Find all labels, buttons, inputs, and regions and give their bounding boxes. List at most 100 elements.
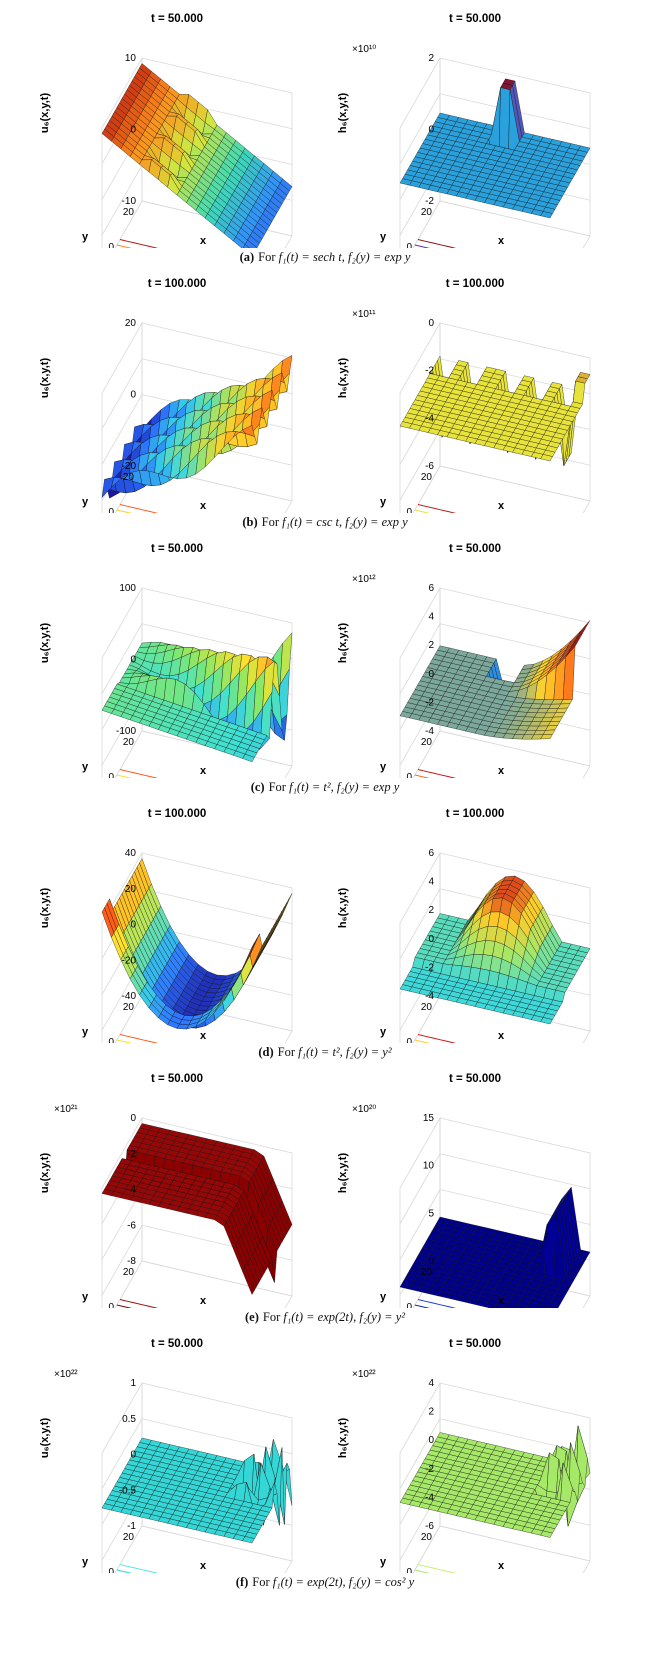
y-axis-label: y <box>82 1026 89 1038</box>
y-axis-ticks: 200-20 <box>406 207 432 248</box>
y-tick-label: 0 <box>406 242 412 248</box>
y-axis-ticks: 200-20 <box>108 1267 135 1308</box>
caption-math: f₁(t) = t², f₂(y) = exp y <box>289 780 400 794</box>
contour-lines <box>414 504 457 513</box>
z-tick-label: -20 <box>122 955 137 966</box>
z-tick-label: -4 <box>425 991 434 1002</box>
z-axis-ticks: 10 0 -10 <box>122 53 137 207</box>
z-tick-label: 1 <box>130 1378 136 1389</box>
y-tick-label: 20 <box>123 1002 135 1013</box>
y-tick-label: 20 <box>421 737 433 748</box>
subplot-h6: t = 50.000 ×10²² 4 2 0 -2 -4 -6 h₆(x,y,t) 20 0 -2 0 y… <box>337 1338 591 1573</box>
z-tick-label: -2 <box>425 366 434 377</box>
z-tick-label: 0 <box>428 125 434 136</box>
z-tick-label: 2 <box>428 53 434 64</box>
plot-title: t = 50.000 <box>449 1338 501 1350</box>
exponent-label: ×10²² <box>54 1369 78 1380</box>
z-tick-label: -2 <box>425 1464 434 1475</box>
surface-mesh <box>399 355 591 467</box>
plot-title: t = 100.000 <box>148 278 207 290</box>
subfigure-caption: (f) For f₁(t) = exp(2t), f₂(y) = cos² y <box>0 1575 650 1590</box>
subplot-u6: t = 50.0001000-100u₆(x,y,t)200-20y-20020… <box>39 543 293 778</box>
surface-mesh <box>399 1425 591 1538</box>
z-tick-label: 4 <box>428 612 434 623</box>
z-tick-label: -4 <box>425 726 434 737</box>
z-tick-label: 0 <box>130 1113 136 1124</box>
plot-title: t = 50.000 <box>449 13 501 25</box>
surface-patch <box>572 380 586 405</box>
z-tick-label: -40 <box>122 991 137 1002</box>
z-tick-label: 0 <box>428 1256 434 1267</box>
caption-prefix: For <box>277 1045 296 1059</box>
plot-title: t = 100.000 <box>446 278 505 290</box>
exponent-label: ×10¹² <box>352 574 376 585</box>
surface-mesh <box>101 858 293 1030</box>
y-tick-label: 0 <box>108 1302 114 1308</box>
subfigure-caption: (e) For f₁(t) = exp(2t), f₂(y) = y² <box>0 1310 650 1325</box>
subfigure-caption: (d) For f₁(t) = t², f₂(y) = y² <box>0 1045 650 1060</box>
x-axis-label: x <box>498 500 505 512</box>
z-tick-label: -20 <box>122 461 137 472</box>
z-axis-label: u₆(x,y,t) <box>39 888 51 929</box>
y-axis-ticks: 200-20 <box>406 472 432 513</box>
z-tick-label: -2 <box>425 697 434 708</box>
y-tick-label: 20 <box>123 1532 135 1543</box>
y-axis-ticks: 200-20 <box>108 1002 135 1043</box>
y-tick-label: 0 <box>406 507 412 513</box>
surface-patch <box>242 753 255 763</box>
subplot-h6: t = 50.000 ×10¹² 6 4 2 0 -2 -4 h₆(x,y,t) 20 0 -2 0 y -… <box>337 543 591 778</box>
x-axis-label: x <box>200 235 207 247</box>
y-tick-label: 0 <box>108 507 114 513</box>
plot-title: t = 50.000 <box>151 1073 203 1085</box>
x-axis-label: x <box>200 1560 207 1572</box>
z-tick-label: 6 <box>428 848 434 859</box>
surface-patch <box>547 1306 555 1308</box>
subplot-u6: t = 50.000 ×10²¹ 0 -2 -4 -6 -8 u₆(x,y,t) 20 0 -2 0 y… <box>39 1073 293 1308</box>
z-tick-label: -10 <box>122 196 137 207</box>
caption-prefix: For <box>261 515 279 529</box>
surface-patch <box>242 1536 255 1544</box>
surface-patch <box>242 1266 255 1295</box>
subplot-h6: t = 50.000×10¹⁰20-2h₆(x,y,t)200-20y-2002… <box>337 13 591 248</box>
surface-mesh <box>399 875 591 1025</box>
contour-lines <box>414 1034 457 1043</box>
contour-lines <box>116 1564 159 1573</box>
y-axis-label: y <box>82 1556 89 1568</box>
subfigure-caption: (b) For f₁(t) = csc t, f₂(y) = exp y <box>0 515 650 530</box>
y-tick-label: 0 <box>406 772 412 778</box>
z-tick-label: -0.5 <box>119 1485 137 1496</box>
surface-patch <box>540 1017 553 1025</box>
surface-plot: t = 50.000 ×10²¹ 0 -2 -4 -6 -8 u₆(x,y,t) 20 0 -2 0 y… <box>39 1073 293 1308</box>
z-axis-label: h₆(x,y,t) <box>337 623 349 664</box>
z-axis-label: u₆(x,y,t) <box>39 1418 51 1459</box>
z-tick-label: -6 <box>425 461 434 472</box>
plot-title: t = 100.000 <box>446 808 505 820</box>
y-axis-ticks: 200-20 <box>108 207 134 248</box>
surface-patch <box>540 454 553 462</box>
surface-mesh <box>101 63 293 248</box>
surface-patch <box>540 734 553 740</box>
surface-mesh <box>399 620 591 740</box>
plot-title: t = 50.000 <box>151 13 203 25</box>
caption-math: f₁(t) = exp(2t), f₂(y) = y² <box>283 1310 405 1324</box>
y-tick-label: 20 <box>123 472 135 483</box>
y-axis-label: y <box>82 231 89 243</box>
surface-mesh <box>101 1123 293 1295</box>
exponent-label: ×10¹¹ <box>352 309 376 320</box>
z-tick-label: -6 <box>127 1220 136 1231</box>
y-axis-ticks: 200-20 <box>108 472 135 513</box>
y-axis-ticks: 200-20 <box>108 737 134 778</box>
z-axis-ticks: 2 0 -2 <box>425 53 434 207</box>
x-axis-label: x <box>200 1295 207 1307</box>
x-axis-label: x <box>200 765 207 777</box>
surface-patch <box>504 1306 512 1308</box>
surface-mesh <box>101 632 293 763</box>
y-tick-label: 20 <box>123 1267 135 1278</box>
z-tick-label: 5 <box>428 1208 434 1219</box>
z-tick-label: 0 <box>130 920 136 931</box>
z-tick-label: 10 <box>423 1161 435 1172</box>
surface-mesh <box>399 78 591 219</box>
contour-lines <box>116 1034 159 1043</box>
